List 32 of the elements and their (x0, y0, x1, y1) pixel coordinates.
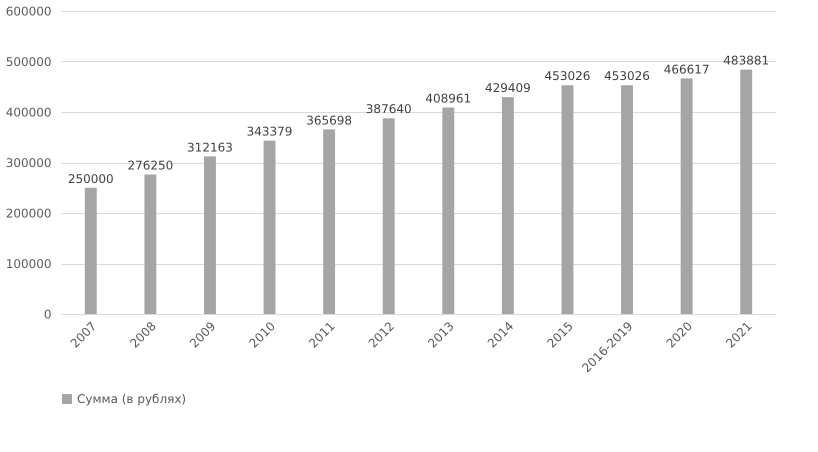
bar (740, 70, 752, 314)
data-label: 408961 (425, 91, 472, 106)
data-label: 429409 (484, 81, 531, 96)
data-label: 343379 (246, 124, 292, 139)
data-label: 453026 (544, 69, 590, 84)
data-label: 453026 (604, 69, 650, 84)
bar (562, 85, 574, 314)
legend-label: Сумма (в рублях) (77, 392, 186, 406)
y-tick-label: 600000 (6, 4, 52, 18)
y-tick-label: 500000 (6, 55, 52, 69)
bar (144, 174, 156, 314)
bar (442, 107, 454, 314)
bar (323, 129, 336, 314)
bar (680, 78, 693, 314)
y-tick-label: 0 (44, 308, 52, 322)
y-tick-label: 100000 (6, 257, 52, 271)
bar (382, 118, 395, 314)
data-label: 365698 (306, 113, 352, 128)
y-tick-label: 200000 (6, 206, 52, 220)
bar (502, 97, 514, 314)
data-label: 250000 (68, 172, 114, 186)
data-label: 466617 (664, 62, 710, 76)
data-label: 483881 (723, 54, 770, 68)
bar (621, 85, 633, 314)
bar (84, 188, 97, 314)
y-tick-label: 300000 (6, 156, 52, 170)
bar (204, 156, 216, 314)
data-label: 312163 (187, 140, 233, 154)
y-tick-label: 400000 (6, 106, 52, 120)
data-label: 387640 (366, 102, 412, 116)
data-label: 276250 (127, 158, 174, 172)
bar (264, 140, 276, 314)
